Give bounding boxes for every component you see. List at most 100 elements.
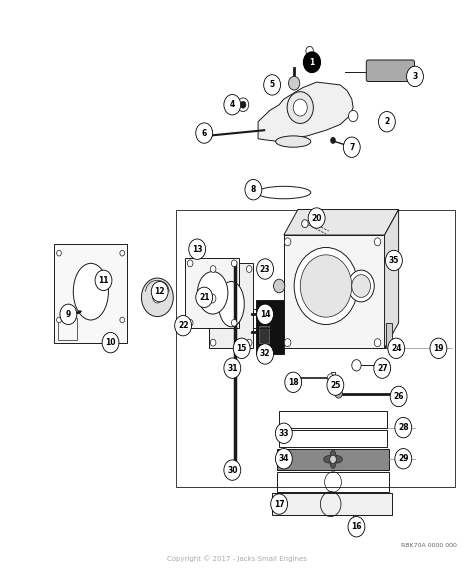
Bar: [58, 318, 77, 340]
Ellipse shape: [141, 278, 173, 316]
Text: 25: 25: [330, 380, 340, 390]
Polygon shape: [258, 82, 353, 141]
Bar: [185, 257, 239, 328]
Circle shape: [352, 275, 371, 297]
Circle shape: [330, 137, 336, 144]
Text: 9: 9: [66, 310, 71, 319]
Text: 3: 3: [412, 72, 418, 81]
Circle shape: [275, 423, 292, 443]
Text: 34: 34: [279, 454, 289, 463]
Text: 23: 23: [260, 264, 270, 273]
Circle shape: [294, 248, 358, 324]
Bar: [277, 448, 389, 470]
Circle shape: [352, 360, 361, 371]
Circle shape: [308, 208, 325, 228]
Circle shape: [301, 220, 308, 228]
Circle shape: [328, 374, 334, 382]
Ellipse shape: [330, 450, 336, 463]
Text: 26: 26: [393, 392, 404, 401]
Bar: [386, 323, 392, 348]
Circle shape: [57, 251, 61, 256]
Text: Copyright © 2017 - Jacks Small Engines: Copyright © 2017 - Jacks Small Engines: [167, 556, 307, 562]
Circle shape: [246, 265, 252, 272]
Text: 27: 27: [377, 364, 388, 372]
Ellipse shape: [324, 456, 334, 463]
Circle shape: [385, 251, 402, 271]
Text: 21: 21: [199, 293, 210, 302]
Circle shape: [231, 319, 237, 326]
Circle shape: [189, 239, 206, 259]
Circle shape: [67, 311, 75, 320]
Text: 28: 28: [398, 423, 409, 432]
Text: 19: 19: [433, 344, 444, 353]
Circle shape: [95, 270, 112, 291]
Text: 30: 30: [227, 466, 237, 475]
Circle shape: [210, 339, 216, 346]
Text: 13: 13: [192, 245, 202, 253]
Circle shape: [187, 260, 193, 267]
Circle shape: [196, 287, 213, 308]
Text: 11: 11: [98, 276, 109, 285]
Circle shape: [289, 77, 300, 90]
Circle shape: [287, 92, 313, 124]
Circle shape: [388, 338, 405, 359]
Circle shape: [348, 110, 358, 122]
Circle shape: [395, 448, 412, 469]
Bar: [279, 431, 387, 447]
Bar: [256, 300, 284, 354]
Circle shape: [257, 344, 273, 364]
Circle shape: [224, 358, 241, 378]
Text: 18: 18: [288, 378, 299, 387]
Circle shape: [293, 99, 307, 116]
Circle shape: [407, 66, 423, 86]
Circle shape: [153, 292, 162, 303]
Bar: [331, 372, 336, 388]
Text: 15: 15: [237, 344, 247, 353]
Ellipse shape: [219, 281, 244, 327]
Circle shape: [306, 46, 313, 55]
Polygon shape: [284, 209, 399, 235]
Text: 12: 12: [155, 287, 165, 296]
Circle shape: [285, 372, 301, 392]
Bar: [284, 235, 384, 348]
Bar: [55, 244, 127, 343]
Circle shape: [300, 255, 352, 317]
Circle shape: [348, 270, 374, 302]
Circle shape: [275, 448, 292, 469]
Text: 31: 31: [227, 364, 237, 372]
Ellipse shape: [276, 136, 311, 147]
Text: 24: 24: [391, 344, 401, 353]
Bar: [209, 263, 254, 348]
Circle shape: [374, 339, 381, 347]
Text: 2: 2: [384, 117, 390, 126]
Ellipse shape: [197, 272, 228, 314]
Circle shape: [224, 460, 241, 480]
Circle shape: [264, 75, 281, 95]
Polygon shape: [384, 209, 399, 348]
Text: RBK70A 0000 000: RBK70A 0000 000: [401, 543, 457, 548]
Text: 14: 14: [260, 310, 270, 319]
Text: 29: 29: [398, 454, 409, 463]
Ellipse shape: [330, 456, 336, 468]
Text: 10: 10: [105, 338, 116, 347]
Text: 22: 22: [178, 321, 188, 330]
Circle shape: [151, 281, 168, 302]
Text: 5: 5: [270, 81, 275, 89]
Circle shape: [102, 332, 119, 353]
Circle shape: [374, 238, 381, 246]
Circle shape: [246, 339, 252, 346]
Circle shape: [257, 259, 273, 279]
Circle shape: [240, 101, 246, 108]
Text: 7: 7: [349, 143, 355, 152]
Circle shape: [187, 319, 193, 326]
Bar: [277, 472, 389, 491]
Text: 16: 16: [351, 522, 362, 531]
Circle shape: [335, 389, 342, 398]
Circle shape: [284, 238, 291, 246]
Circle shape: [175, 315, 191, 336]
Circle shape: [395, 418, 412, 438]
Circle shape: [209, 294, 216, 303]
Circle shape: [378, 112, 395, 132]
Text: 6: 6: [201, 129, 207, 137]
Circle shape: [343, 137, 360, 157]
